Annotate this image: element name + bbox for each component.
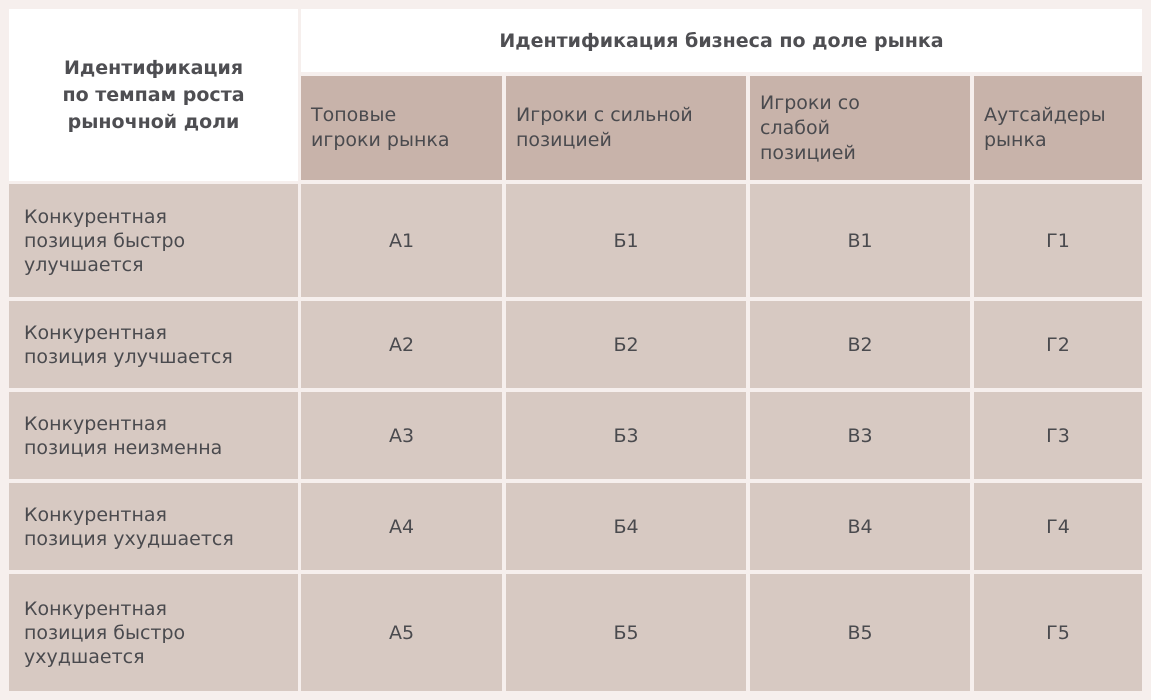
row-header-improving: Конкурентная позиция улучшается [9,301,298,388]
table-cell: Г1 [974,184,1142,297]
table-cell: В4 [750,483,970,570]
row-header-unchanged: Конкурентная позиция неизменна [9,392,298,479]
table-cell: Б4 [506,483,746,570]
table-cell: А5 [301,574,502,691]
table-cell: В1 [750,184,970,297]
table-cell: Б2 [506,301,746,388]
table-cell: А2 [301,301,502,388]
corner-header: Идентификация по темпам роста рыночной д… [9,9,298,181]
row-header-fast-improving: Конкурентная позиция быстро улучшается [9,184,298,297]
table-cell: Г3 [974,392,1142,479]
column-header-top-players: Топовые игроки рынка [301,76,502,180]
table-cell: Г2 [974,301,1142,388]
table-cell: Б5 [506,574,746,691]
table-cell: А3 [301,392,502,479]
column-header-outsiders: Аутсайдеры рынка [974,76,1142,180]
table-cell: Г4 [974,483,1142,570]
table-cell: Г5 [974,574,1142,691]
row-header-worsening: Конкурентная позиция ухудшается [9,483,298,570]
row-header-fast-worsening: Конкурентная позиция быстро ухудшается [9,574,298,691]
group-header: Идентификация бизнеса по доле рынка [301,9,1142,72]
table-cell: В3 [750,392,970,479]
column-header-weak-players: Игроки со слабой позицией [750,76,970,180]
table-cell: В5 [750,574,970,691]
column-header-strong-players: Игроки с сильной позицией [506,76,746,180]
table-cell: Б3 [506,392,746,479]
table-cell: А1 [301,184,502,297]
table-cell: А4 [301,483,502,570]
table-cell: В2 [750,301,970,388]
table-cell: Б1 [506,184,746,297]
